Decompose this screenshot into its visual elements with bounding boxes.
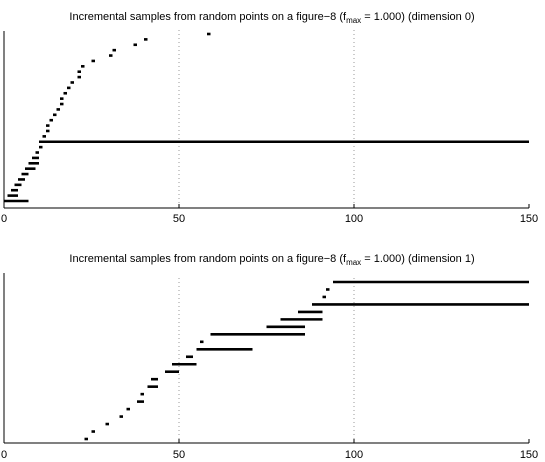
x-tick-label-1-1: 50 xyxy=(173,449,185,461)
chart-panel-dimension-1: Incremental samples from random points o… xyxy=(1,253,538,461)
chart-title-1-tail: = 1.000) (dimension 1) xyxy=(361,253,474,265)
x-tick-label-0-0: 0 xyxy=(1,213,7,225)
chart-title-0: Incremental samples from random points o… xyxy=(69,11,474,25)
x-tick-label-1-2: 100 xyxy=(345,449,363,461)
x-ticks-1: 0 50 100 150 xyxy=(1,439,538,461)
chart-title-1-main: Incremental samples from random points o… xyxy=(69,253,347,265)
x-tick-label-0-3: 150 xyxy=(520,213,538,225)
chart-title-1-sub: max xyxy=(346,258,361,267)
x-tick-label-0-1: 50 xyxy=(173,213,185,225)
x-tick-label-0-2: 100 xyxy=(345,213,363,225)
bars-1 xyxy=(84,280,529,441)
chart-title-1: Incremental samples from random points o… xyxy=(69,253,474,267)
chart-panel-dimension-0: Incremental samples from random points o… xyxy=(1,11,538,225)
grid-lines-0 xyxy=(178,30,355,208)
chart-title-0-main: Incremental samples from random points o… xyxy=(69,11,347,23)
grid-lines-1 xyxy=(178,278,355,443)
x-tick-label-1-0: 0 xyxy=(1,449,7,461)
chart-title-0-sub: max xyxy=(346,16,361,25)
bars-0 xyxy=(4,32,529,203)
x-ticks-0: 0 50 100 150 xyxy=(1,204,538,225)
x-tick-label-1-3: 150 xyxy=(520,449,538,461)
chart-title-0-tail: = 1.000) (dimension 0) xyxy=(361,11,474,23)
